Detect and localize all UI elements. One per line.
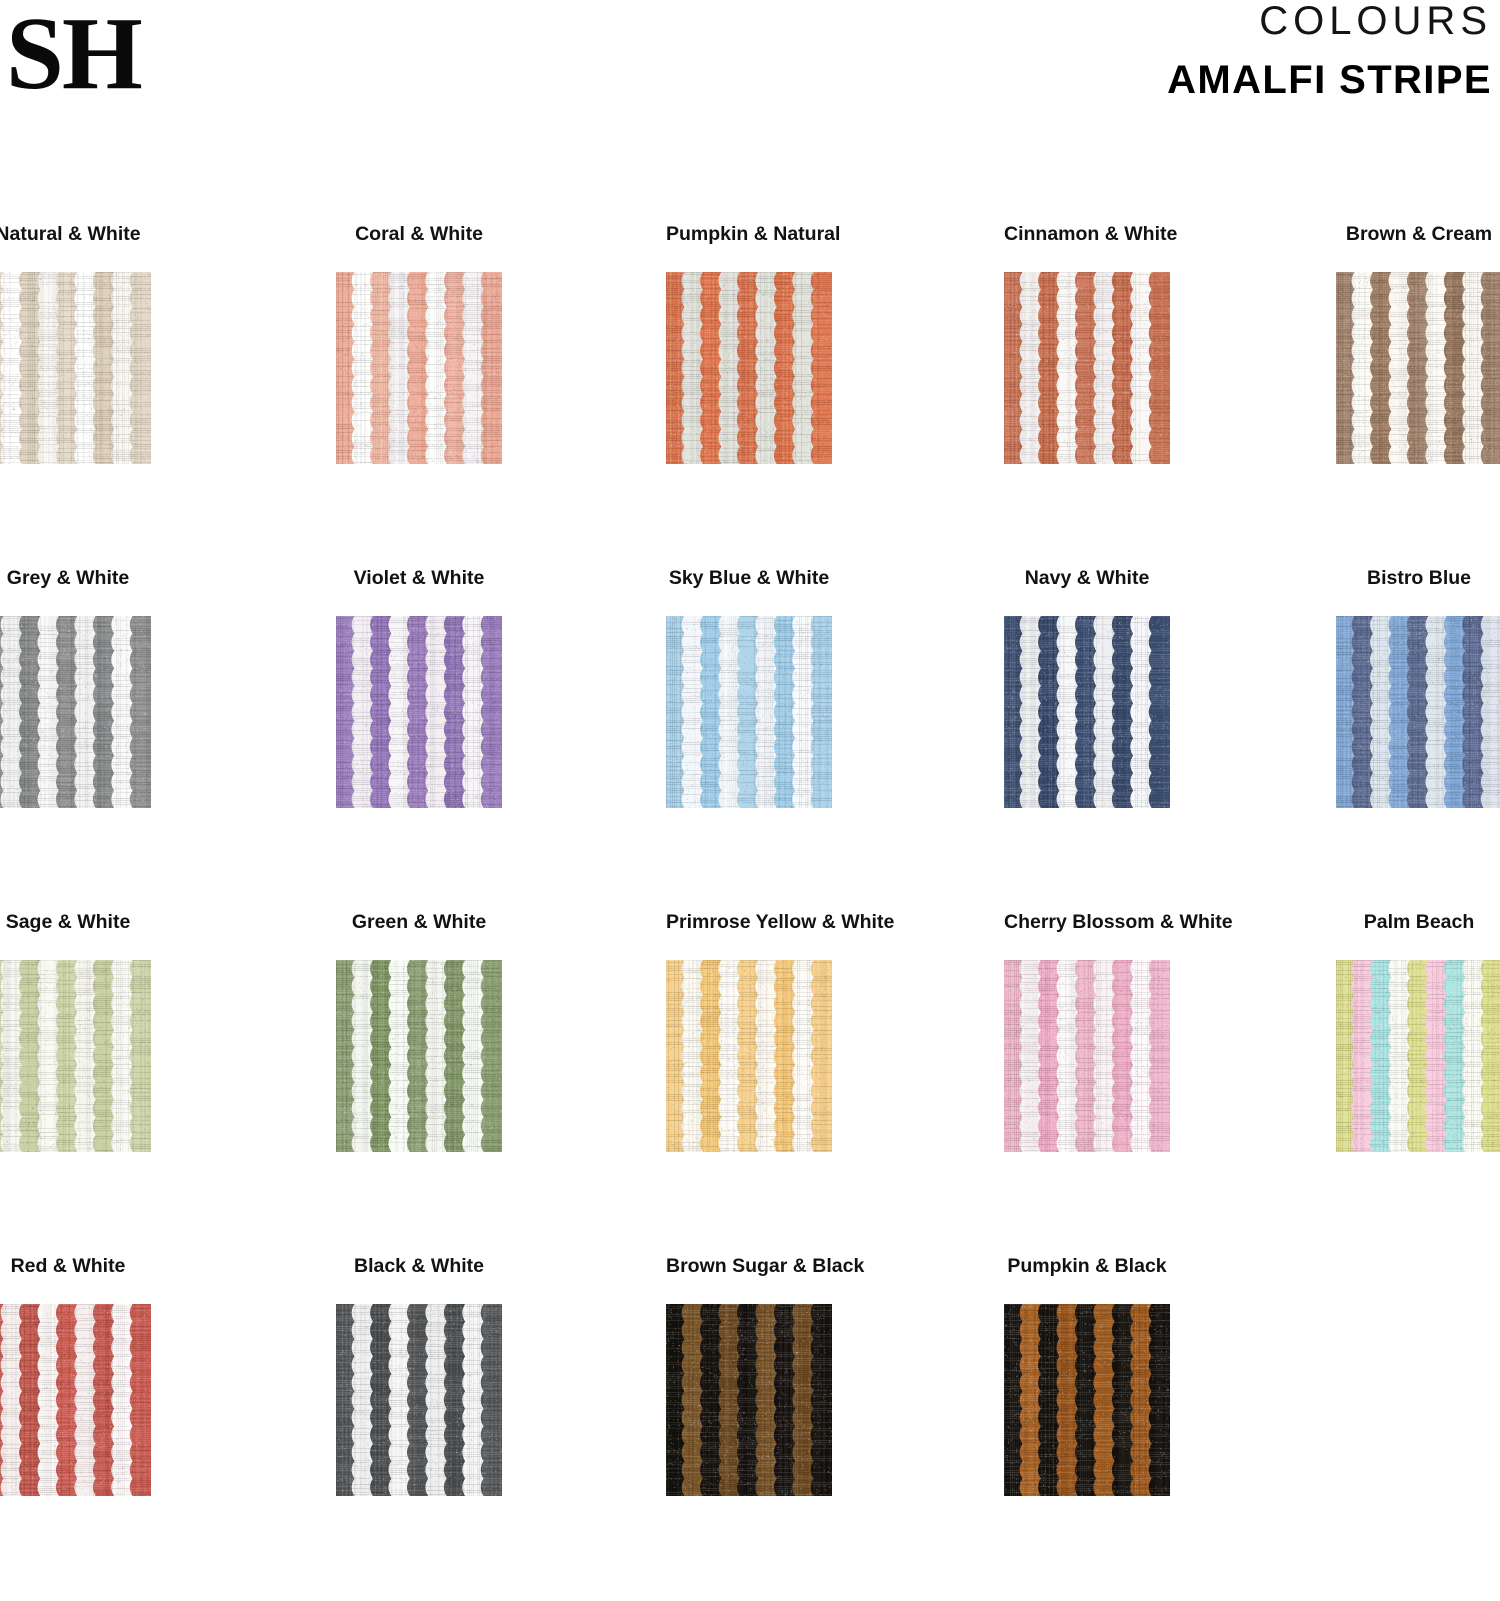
- fabric-swatch[interactable]: [666, 1304, 832, 1496]
- swatch-grid: Natural & White Coral & White Pumpkin & Na…: [0, 223, 1500, 1601]
- swatch-label: Cinnamon & White: [1004, 223, 1178, 245]
- swatch-label: Palm Beach: [1363, 911, 1475, 933]
- fabric-stripe-pattern: [1004, 616, 1170, 808]
- fabric-swatch[interactable]: [336, 616, 502, 808]
- swatch-label: Grey & White: [6, 567, 130, 589]
- swatch-cell[interactable]: Primrose Yellow & White: [666, 911, 895, 1152]
- fabric-swatch[interactable]: [1004, 1304, 1170, 1496]
- swatch-label: Sky Blue & White: [668, 567, 830, 589]
- fabric-swatch[interactable]: [0, 1304, 151, 1496]
- swatch-cell[interactable]: Green & White: [336, 911, 502, 1152]
- colours-heading: COLOURS: [1259, 0, 1492, 43]
- fabric-swatch[interactable]: [1336, 272, 1500, 464]
- fabric-swatch[interactable]: [666, 960, 832, 1152]
- fabric-swatch[interactable]: [336, 272, 502, 464]
- swatch-row: Red & White Black & White Brown Sugar & Bl…: [0, 1255, 1500, 1601]
- swatch-cell[interactable]: Cinnamon & White: [1004, 223, 1178, 464]
- swatch-cell[interactable]: Violet & White: [336, 567, 502, 808]
- fabric-stripe-pattern: [1336, 616, 1500, 808]
- fabric-stripe-pattern: [336, 272, 502, 464]
- swatch-cell[interactable]: Navy & White: [1004, 567, 1170, 808]
- swatch-label: Red & White: [10, 1255, 126, 1277]
- swatch-label: Brown Sugar & Black: [666, 1255, 865, 1277]
- fabric-stripe-pattern: [1336, 272, 1500, 464]
- fabric-stripe-pattern: [1336, 960, 1500, 1152]
- fabric-swatch[interactable]: [0, 272, 151, 464]
- fabric-swatch[interactable]: [336, 1304, 502, 1496]
- fabric-stripe-pattern: [666, 272, 832, 464]
- swatch-label: Brown & Cream: [1345, 223, 1493, 245]
- fabric-stripe-pattern: [0, 1304, 151, 1496]
- fabric-stripe-pattern: [0, 960, 151, 1152]
- swatch-label: Black & White: [353, 1255, 485, 1277]
- fabric-swatch[interactable]: [666, 616, 832, 808]
- swatch-label: Sage & White: [5, 911, 131, 933]
- fabric-stripe-pattern: [666, 1304, 832, 1496]
- swatch-cell[interactable]: Palm Beach: [1336, 911, 1500, 1152]
- fabric-swatch[interactable]: [1004, 272, 1170, 464]
- swatch-cell[interactable]: Bistro Blue: [1336, 567, 1500, 808]
- swatch-cell[interactable]: Pumpkin & Natural: [666, 223, 841, 464]
- swatch-row: Sage & White Green & White Primrose Yellow…: [0, 911, 1500, 1257]
- fabric-stripe-pattern: [336, 616, 502, 808]
- fabric-swatch[interactable]: [1004, 960, 1170, 1152]
- swatch-cell[interactable]: Natural & White: [0, 223, 151, 464]
- swatch-row: Natural & White Coral & White Pumpkin & Na…: [0, 223, 1500, 569]
- swatch-label: Pumpkin & Black: [1007, 1255, 1167, 1277]
- swatch-cell[interactable]: Brown Sugar & Black: [666, 1255, 865, 1496]
- swatch-label: Pumpkin & Natural: [666, 223, 841, 245]
- swatch-cell[interactable]: Coral & White: [336, 223, 502, 464]
- swatch-row: Grey & White Violet & White Sky Blue & Whi…: [0, 567, 1500, 913]
- brand-logo: SH: [6, 0, 143, 111]
- swatch-cell[interactable]: Cherry Blossom & White: [1004, 911, 1233, 1152]
- swatch-label: Violet & White: [353, 567, 485, 589]
- fabric-swatch[interactable]: [1336, 616, 1500, 808]
- swatch-label: Bistro Blue: [1366, 567, 1471, 589]
- fabric-swatch[interactable]: [0, 616, 151, 808]
- fabric-swatch[interactable]: [666, 272, 832, 464]
- collection-title: AMALFI STRIPE: [1167, 58, 1492, 102]
- swatch-cell[interactable]: Pumpkin & Black: [1004, 1255, 1170, 1496]
- swatch-label: Primrose Yellow & White: [666, 911, 895, 933]
- fabric-swatch[interactable]: [1336, 960, 1500, 1152]
- swatch-cell[interactable]: Brown & Cream: [1336, 223, 1500, 464]
- swatch-label: Navy & White: [1024, 567, 1150, 589]
- page-header: SH COLOURS AMALFI STRIPE: [0, 0, 1500, 140]
- swatch-label: Cherry Blossom & White: [1004, 911, 1233, 933]
- swatch-cell[interactable]: Grey & White: [0, 567, 151, 808]
- fabric-swatch[interactable]: [0, 960, 151, 1152]
- fabric-stripe-pattern: [666, 616, 832, 808]
- swatch-cell[interactable]: Sage & White: [0, 911, 151, 1152]
- swatch-label: Green & White: [351, 911, 487, 933]
- fabric-stripe-pattern: [336, 960, 502, 1152]
- fabric-stripe-pattern: [1004, 272, 1170, 464]
- swatch-cell[interactable]: Sky Blue & White: [666, 567, 832, 808]
- fabric-swatch[interactable]: [336, 960, 502, 1152]
- fabric-stripe-pattern: [0, 272, 151, 464]
- fabric-stripe-pattern: [0, 616, 151, 808]
- swatch-label: Natural & White: [0, 223, 141, 245]
- fabric-stripe-pattern: [666, 960, 832, 1152]
- fabric-swatch[interactable]: [1004, 616, 1170, 808]
- swatch-cell[interactable]: Black & White: [336, 1255, 502, 1496]
- fabric-stripe-pattern: [336, 1304, 502, 1496]
- fabric-stripe-pattern: [1004, 1304, 1170, 1496]
- swatch-cell[interactable]: Red & White: [0, 1255, 151, 1496]
- header-titles: COLOURS AMALFI STRIPE: [1167, 0, 1492, 100]
- fabric-stripe-pattern: [1004, 960, 1170, 1152]
- swatch-label: Coral & White: [355, 223, 483, 245]
